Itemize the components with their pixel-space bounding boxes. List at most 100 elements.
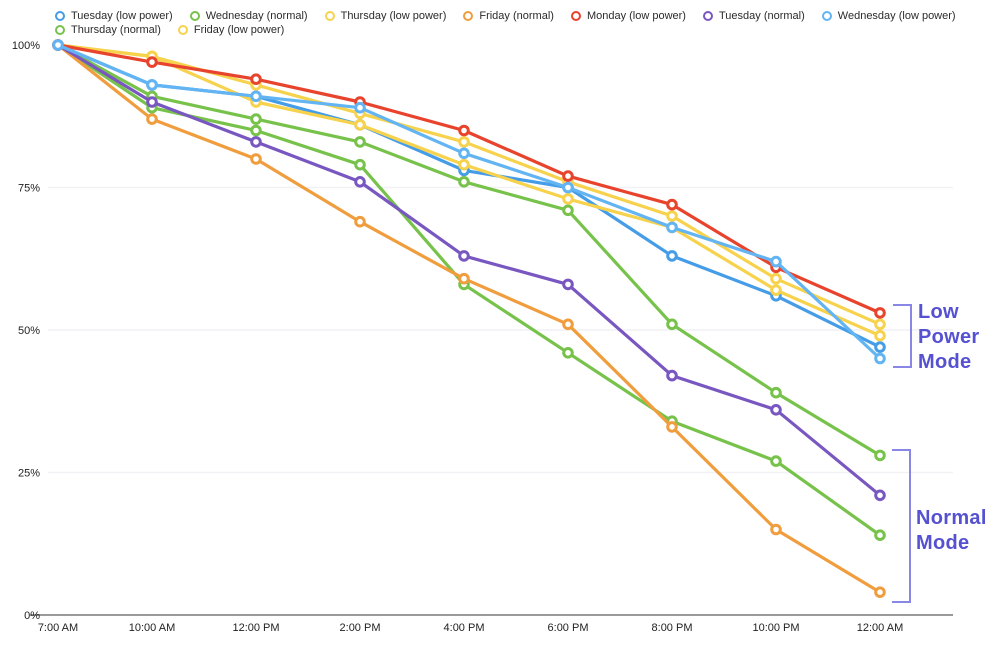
x-axis-tick-label: 7:00 AM xyxy=(38,622,78,634)
series-line xyxy=(56,43,882,349)
legend-item[interactable]: Wednesday (low power) xyxy=(821,10,956,22)
normal-mode-bracket xyxy=(892,449,911,603)
data-point[interactable] xyxy=(562,347,574,359)
data-point[interactable] xyxy=(354,176,366,188)
data-point[interactable] xyxy=(354,119,366,131)
legend-series-label: Monday (low power) xyxy=(586,10,686,22)
data-point[interactable] xyxy=(874,307,886,319)
data-point[interactable] xyxy=(666,421,678,433)
data-point[interactable] xyxy=(354,215,366,228)
legend-series-dot-icon xyxy=(189,11,200,21)
data-point[interactable] xyxy=(562,170,574,182)
chart-legend: Tuesday (low power) Wednesday (normal) Thu… xyxy=(55,10,956,36)
data-point[interactable] xyxy=(874,352,886,365)
data-point[interactable] xyxy=(666,318,678,331)
data-point[interactable] xyxy=(354,101,366,114)
data-point[interactable] xyxy=(874,318,886,331)
data-point[interactable] xyxy=(666,369,678,382)
x-axis-tick-label: 10:00 PM xyxy=(752,622,799,634)
legend-item[interactable]: Wednesday (normal) xyxy=(189,10,308,22)
y-axis-tick-label: 25% xyxy=(18,468,40,480)
x-axis-tick-label: 6:00 PM xyxy=(548,622,589,634)
x-axis-tick-label: 12:00 PM xyxy=(232,622,279,634)
data-point[interactable] xyxy=(562,181,574,194)
legend-series-dot-icon xyxy=(177,25,188,35)
x-axis-tick-label: 12:00 AM xyxy=(857,622,903,634)
legend-item[interactable]: Thursday (normal) xyxy=(55,24,161,36)
data-point[interactable] xyxy=(562,204,574,217)
data-point[interactable] xyxy=(562,318,574,331)
legend-item[interactable]: Friday (low power) xyxy=(177,24,285,36)
data-point[interactable] xyxy=(666,221,678,234)
legend-series-label: Thursday (normal) xyxy=(71,24,161,36)
low-power-mode-label: Low Power Mode xyxy=(918,301,980,373)
data-point[interactable] xyxy=(874,586,886,599)
data-point[interactable] xyxy=(666,250,678,262)
data-point[interactable] xyxy=(666,198,678,211)
legend-series-label: Tuesday (low power) xyxy=(71,10,173,22)
data-point[interactable] xyxy=(250,113,262,125)
legend-series-label: Tuesday (normal) xyxy=(718,10,805,22)
x-axis-tick-label: 2:00 PM xyxy=(340,622,381,634)
data-point[interactable] xyxy=(562,278,574,291)
data-point[interactable] xyxy=(562,193,574,205)
legend-row-1: Tuesday (low power) Wednesday (normal) Thu… xyxy=(55,10,956,22)
data-point[interactable] xyxy=(770,523,782,536)
data-point[interactable] xyxy=(874,489,886,502)
legend-series-dot-icon xyxy=(463,11,474,21)
legend-series-dot-icon xyxy=(324,11,335,21)
data-point[interactable] xyxy=(52,39,64,51)
data-point[interactable] xyxy=(146,113,158,125)
data-point[interactable] xyxy=(354,136,366,148)
data-point[interactable] xyxy=(146,56,158,68)
data-point[interactable] xyxy=(458,147,470,160)
legend-series-label: Thursday (low power) xyxy=(340,10,447,22)
x-axis-tick-label: 4:00 PM xyxy=(444,622,485,634)
normal-mode-label: Normal Mode xyxy=(916,507,987,554)
y-axis-tick-label: 0% xyxy=(24,610,40,622)
data-point[interactable] xyxy=(354,158,366,171)
data-point[interactable] xyxy=(250,124,262,137)
data-point[interactable] xyxy=(666,210,678,222)
data-point[interactable] xyxy=(146,96,158,108)
legend-series-dot-icon xyxy=(702,11,713,21)
data-point[interactable] xyxy=(458,250,470,262)
data-point[interactable] xyxy=(770,404,782,416)
legend-item[interactable]: Tuesday (low power) xyxy=(55,10,173,22)
legend-row-2: Thursday (normal) Friday (low power) xyxy=(55,24,956,36)
legend-item[interactable]: Tuesday (normal) xyxy=(702,10,805,22)
data-point[interactable] xyxy=(770,255,782,268)
legend-series-label: Wednesday (low power) xyxy=(837,10,956,22)
series-line xyxy=(56,43,882,457)
data-point[interactable] xyxy=(458,124,470,137)
y-axis-tick-label: 75% xyxy=(18,183,40,195)
data-point[interactable] xyxy=(250,90,262,103)
data-point[interactable] xyxy=(874,529,886,542)
data-point[interactable] xyxy=(146,79,158,91)
series-line xyxy=(56,43,882,594)
series-line xyxy=(56,43,882,497)
data-point[interactable] xyxy=(458,136,470,148)
data-point[interactable] xyxy=(458,158,470,171)
series-line xyxy=(56,43,882,361)
data-point[interactable] xyxy=(458,272,470,285)
data-point[interactable] xyxy=(770,272,782,285)
data-point[interactable] xyxy=(250,153,262,165)
data-point[interactable] xyxy=(874,341,886,353)
data-point[interactable] xyxy=(250,136,262,148)
legend-series-label: Friday (low power) xyxy=(193,24,285,36)
x-axis-tick-label: 10:00 AM xyxy=(129,622,175,634)
data-point[interactable] xyxy=(874,329,886,342)
data-point[interactable] xyxy=(250,73,262,85)
legend-item[interactable]: Thursday (low power) xyxy=(324,10,447,22)
data-point[interactable] xyxy=(770,284,782,296)
data-point[interactable] xyxy=(770,455,782,467)
data-point[interactable] xyxy=(458,176,470,188)
legend-item[interactable]: Monday (low power) xyxy=(570,10,686,22)
y-axis-tick-label: 100% xyxy=(12,40,40,52)
legend-item[interactable]: Friday (normal) xyxy=(463,10,554,22)
data-point[interactable] xyxy=(770,386,782,399)
data-point[interactable] xyxy=(874,449,886,462)
legend-series-dot-icon xyxy=(55,25,65,35)
